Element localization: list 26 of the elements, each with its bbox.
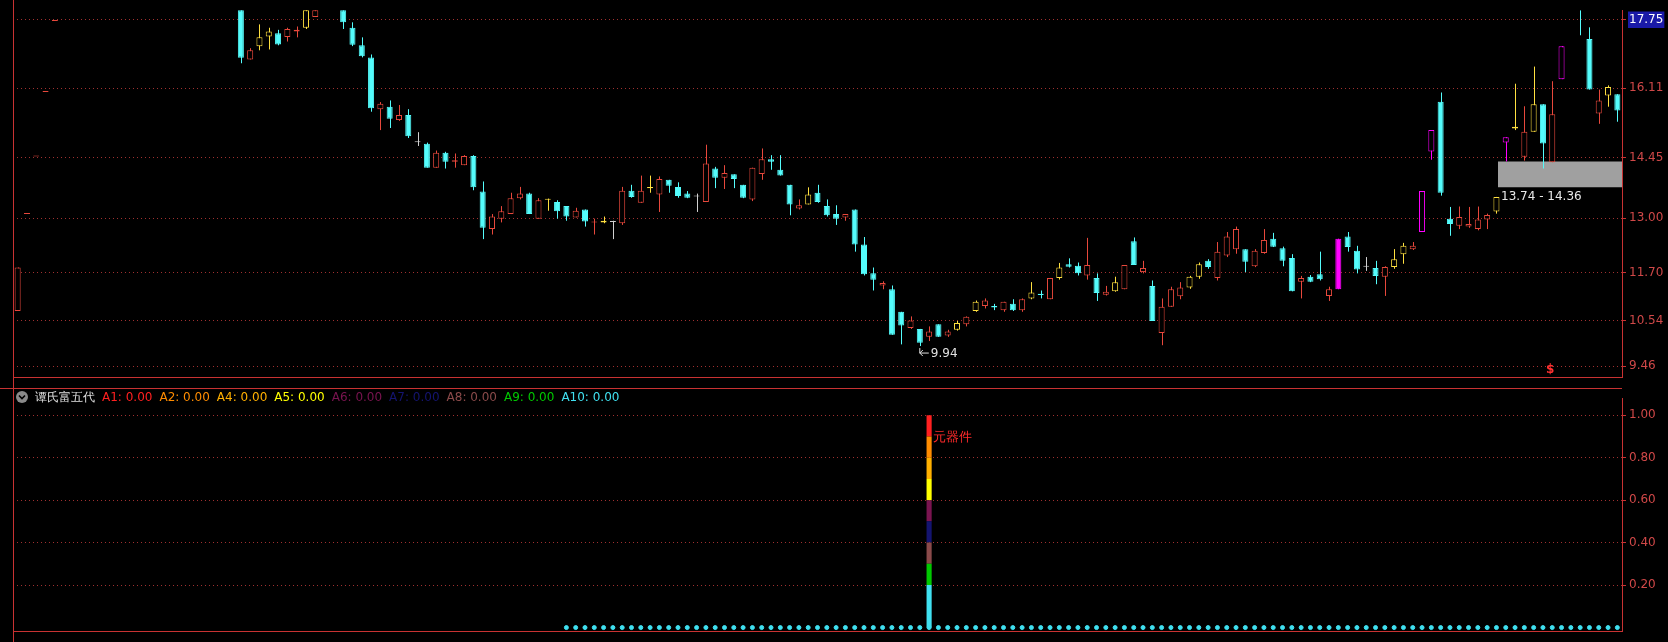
- y-tick-label: 1.00: [1629, 407, 1656, 422]
- y-tick-label: 0.60: [1629, 492, 1656, 507]
- chart-title: 谭氏富五代: [35, 389, 95, 405]
- text: A2: 0.00: [159, 389, 210, 405]
- y-tick-label: 11.70: [1629, 264, 1664, 279]
- text: A10: 0.00: [561, 389, 620, 405]
- text: A4: 0.00: [216, 389, 268, 405]
- annotation: 元器件: [933, 428, 973, 444]
- text: A5: 0.00: [274, 389, 325, 405]
- annotation: $: [1546, 361, 1555, 376]
- text: A8: 0.00: [446, 389, 497, 405]
- y-tick-label: 17.75: [1629, 11, 1664, 26]
- y-tick-label: 16.11: [1629, 80, 1664, 95]
- y-tick-label: 9.46: [1629, 358, 1656, 373]
- text: A7: 0.00: [389, 389, 440, 405]
- y-tick-label: 10.54: [1629, 313, 1664, 328]
- annotation: 9.94: [930, 346, 958, 361]
- text: A6: 0.00: [331, 389, 383, 405]
- y-tick-label: 0.40: [1629, 534, 1656, 549]
- y-tick-label: 0.80: [1629, 449, 1656, 464]
- band-label: 13.74 - 14.36: [1501, 189, 1582, 204]
- text: A9: 0.00: [503, 389, 555, 405]
- y-tick-label: 14.45: [1629, 149, 1664, 164]
- y-tick-label: 0.20: [1629, 577, 1656, 592]
- y-tick-label: 13.00: [1629, 210, 1664, 225]
- text: A1: 0.00: [102, 389, 153, 405]
